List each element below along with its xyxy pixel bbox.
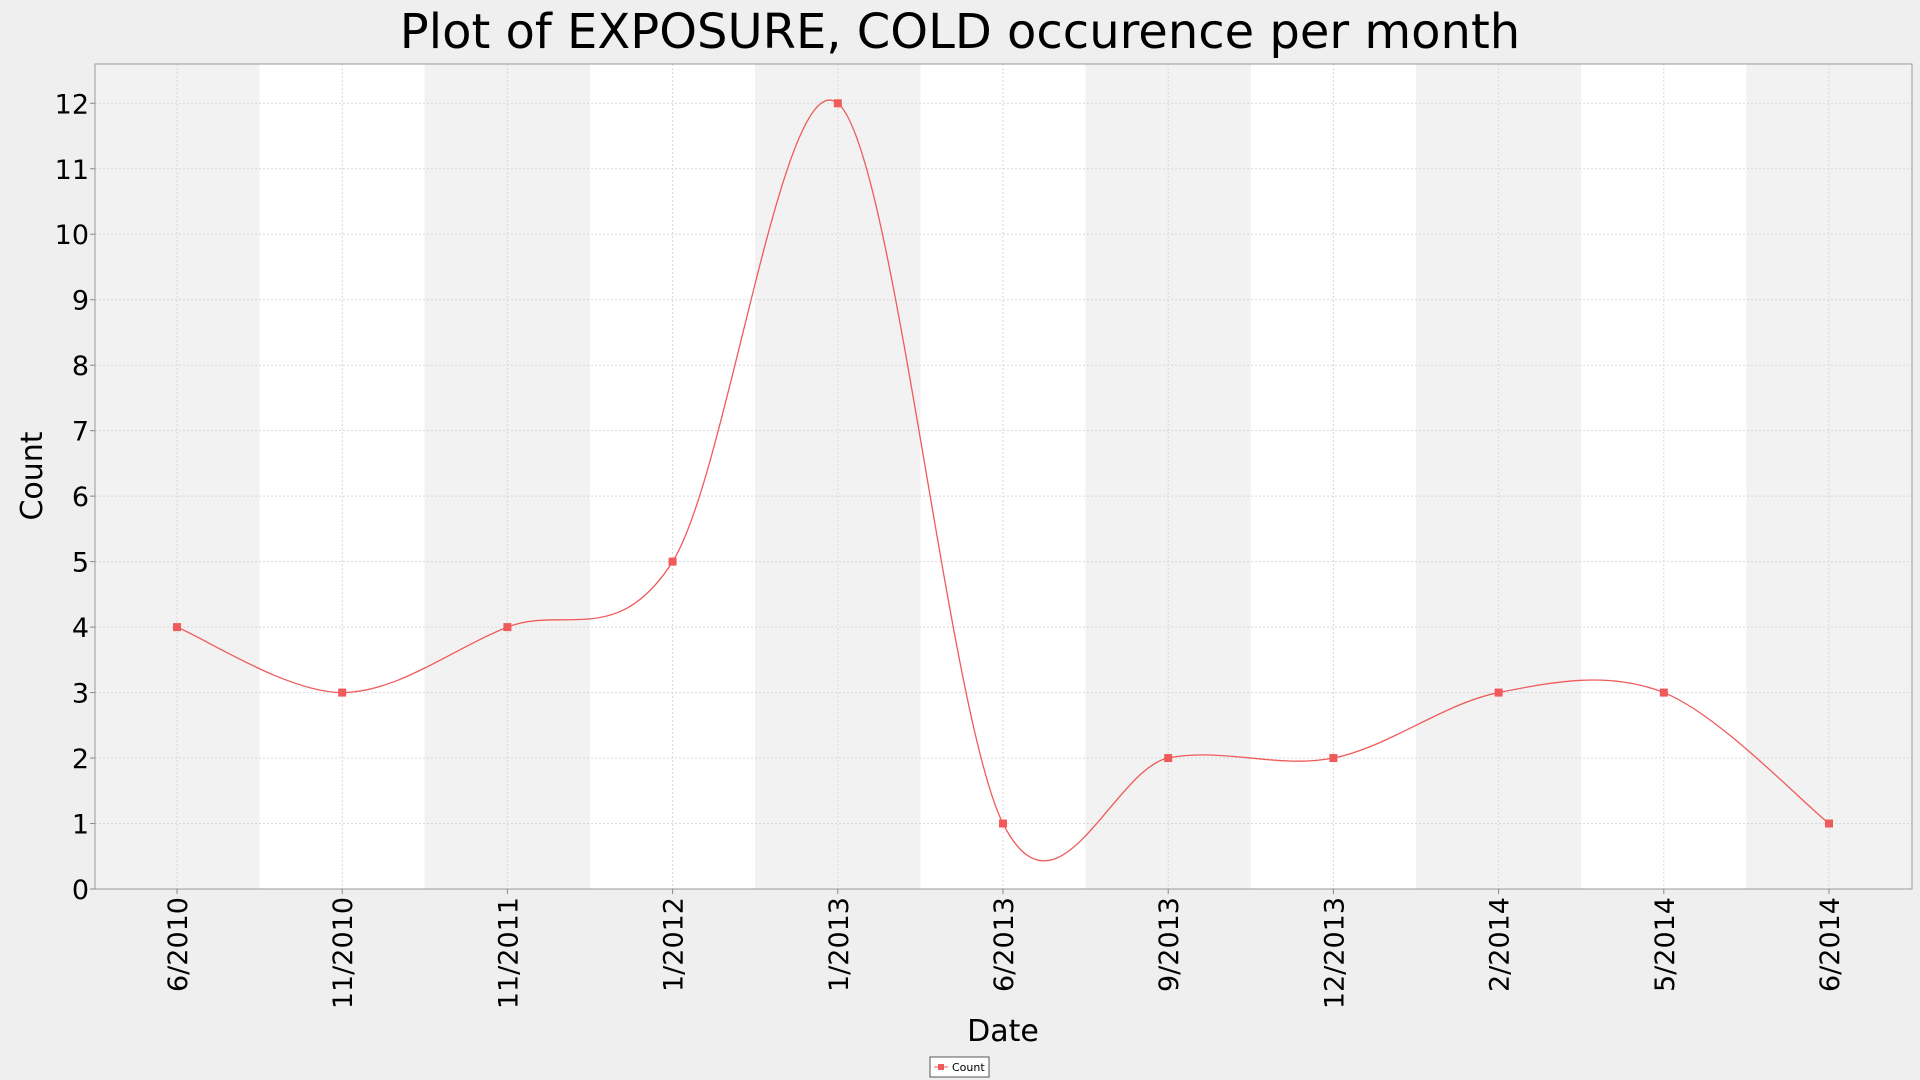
y-tick-label: 4 <box>72 613 89 644</box>
series-layer <box>173 99 1833 862</box>
chart-title: Plot of EXPOSURE, COLD occurence per mon… <box>400 4 1520 60</box>
legend: Count <box>929 1056 990 1078</box>
data-point <box>999 819 1007 828</box>
data-point <box>833 99 842 108</box>
y-tick-label: 3 <box>72 679 89 710</box>
y-axis-label: Count <box>15 431 50 520</box>
data-point <box>173 623 181 632</box>
y-tick-label: 0 <box>72 875 89 906</box>
x-tick-label: 11/2011 <box>493 897 524 1009</box>
x-axis-label: Date <box>967 1014 1039 1049</box>
x-tick-label: 5/2014 <box>1650 897 1681 992</box>
data-point <box>338 688 347 697</box>
data-point <box>1494 688 1503 697</box>
x-tick-label: 11/2010 <box>328 897 359 1009</box>
x-tick-label: 1/2012 <box>659 897 690 992</box>
legend-box <box>929 1056 990 1078</box>
y-tick-label: 8 <box>72 351 89 382</box>
x-axis: 6/2010 11/2010 11/2011 1/2012 1/2013 6/2013 9/… <box>163 889 1846 1009</box>
data-point <box>668 557 677 566</box>
y-tick-label: 2 <box>72 744 89 775</box>
x-tick-label: 1/2013 <box>824 897 855 992</box>
x-tick-label: 9/2013 <box>1154 897 1185 992</box>
y-tick-label: 6 <box>72 482 89 513</box>
data-point <box>1659 688 1668 697</box>
y-tick-label: 9 <box>72 286 89 317</box>
x-tick-label: 6/2010 <box>163 897 194 992</box>
y-tick-label: 7 <box>72 417 89 448</box>
legend-swatch-marker <box>938 1064 944 1070</box>
y-tick-label: 5 <box>72 548 89 579</box>
x-tick-label: 6/2014 <box>1815 897 1846 992</box>
x-tick-label: 2/2014 <box>1485 897 1516 992</box>
y-tick-label: 10 <box>55 220 89 251</box>
data-point <box>503 623 512 632</box>
y-tick-label: 1 <box>72 810 89 841</box>
data-point <box>1329 754 1338 763</box>
data-point <box>1164 754 1173 763</box>
x-tick-label: 6/2013 <box>989 897 1020 992</box>
x-tick-label: 12/2013 <box>1319 897 1350 1009</box>
data-point <box>1825 819 1833 828</box>
y-tick-label: 11 <box>55 155 89 186</box>
legend-label: Count <box>952 1061 985 1074</box>
y-tick-label: 12 <box>55 89 89 120</box>
